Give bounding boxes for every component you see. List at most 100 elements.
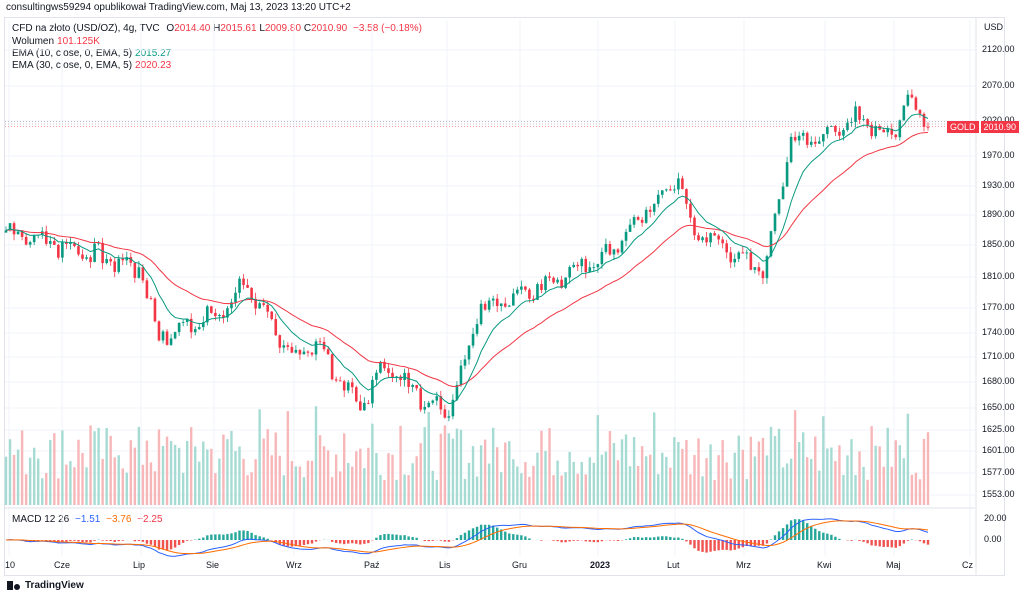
candle-body (61, 242, 64, 258)
candle-body (117, 258, 121, 272)
volume-bar (266, 429, 269, 505)
low-value: 2009.80 (264, 23, 302, 34)
macd-histogram-bar (709, 540, 712, 552)
macd-histogram-bar (479, 524, 483, 540)
header-text: consultingws59294 opublikował TradingVie… (6, 2, 351, 13)
volume-bar (769, 426, 773, 505)
macd-histogram-bar (898, 540, 902, 547)
macd-histogram-bar (677, 537, 680, 540)
candle-body (721, 239, 724, 244)
macd-histogram-bar (133, 540, 137, 542)
macd-histogram-bar (512, 534, 515, 540)
macd-histogram-bar (306, 540, 310, 545)
macd-tick-label: 20.00 (984, 513, 1007, 523)
candle-body (286, 345, 290, 347)
macd-histogram-bar (818, 531, 821, 540)
volume-bar (620, 439, 624, 505)
macd-histogram-bar (717, 540, 720, 551)
price-tick-label: 1710.00 (982, 351, 1015, 361)
volume-bar (773, 436, 777, 505)
volume-bar (226, 439, 229, 505)
price-tick-label: 1930.00 (982, 180, 1015, 190)
candle-body (431, 400, 435, 403)
candle-body (48, 241, 52, 244)
macd-histogram-bar (572, 540, 575, 541)
volume-bar (351, 466, 354, 505)
candle-body (596, 264, 600, 268)
macd-histogram-bar (210, 534, 213, 540)
volume-bar (20, 430, 24, 505)
ema10-line (5, 113, 929, 405)
macd-histogram-bar (834, 536, 837, 540)
candle-body (177, 322, 181, 333)
macd-histogram-bar (636, 537, 640, 540)
volume-bar (302, 477, 306, 505)
chart-frame[interactable] (4, 17, 1005, 576)
volume-bar (28, 457, 32, 505)
candle-body (906, 94, 910, 106)
candle-body (201, 322, 205, 328)
candle-body (169, 338, 173, 345)
candle-body (664, 189, 668, 191)
tradingview-logo[interactable]: TradingView (7, 580, 84, 591)
macd-histogram-bar (657, 536, 660, 540)
macd-histogram-bar (109, 540, 112, 542)
volume-bar (810, 458, 813, 505)
volume-bar (310, 460, 314, 505)
candle-body (81, 254, 84, 259)
macd-histogram-bar (495, 527, 499, 540)
volume-bar (797, 442, 801, 505)
volume-bar (862, 466, 865, 505)
price-tick-label: 1553.00 (982, 489, 1015, 499)
low-label: L (259, 23, 265, 34)
volume-bar (399, 425, 402, 505)
macd-histogram-bar (395, 534, 398, 540)
candle-body (830, 126, 833, 127)
volume-bar (165, 436, 169, 505)
volume-bar (77, 439, 80, 505)
macd-histogram-bar (789, 520, 793, 540)
legend-volume: Wolumen 101.125K (12, 36, 100, 47)
candle-body (28, 242, 32, 245)
volume-bar (57, 478, 60, 505)
macd-histogram-bar (93, 540, 96, 541)
macd-histogram-bar (234, 532, 237, 540)
macd-histogram-bar (781, 528, 785, 540)
volume-bar (483, 439, 487, 505)
volume-bar (516, 466, 519, 505)
candle-body (612, 249, 616, 255)
volume-bar (604, 451, 608, 505)
close-value: 2010.90 (311, 23, 348, 34)
candle-body (588, 267, 592, 273)
macd-histogram-bar (367, 540, 370, 544)
volume-bar (713, 479, 716, 505)
candle-body (516, 289, 519, 294)
candle-body (242, 278, 245, 285)
volume-bar (532, 465, 535, 505)
volume-bar (423, 427, 426, 505)
volume-bar (190, 427, 193, 505)
volume-value: 101.125K (57, 36, 100, 47)
volume-bar (330, 477, 334, 505)
volume-bar (16, 449, 20, 505)
candle-body (902, 105, 906, 121)
volume-bar (628, 466, 632, 505)
candle-body (435, 396, 439, 401)
volume-bar (665, 456, 668, 505)
volume-bar (185, 441, 189, 505)
candle-body (121, 258, 125, 261)
candle-body (342, 381, 346, 391)
candle-body (834, 126, 837, 132)
candle-body (214, 312, 217, 317)
volume-bar (129, 440, 133, 505)
volume-bar (657, 474, 660, 505)
candle-body (604, 244, 608, 252)
volume-bar (717, 455, 720, 505)
macd-histogram-bar (685, 540, 688, 542)
volume-bar (93, 431, 96, 505)
candle-body (495, 298, 499, 307)
volume-bar (548, 428, 551, 505)
candle-body (487, 300, 491, 310)
candle-body (894, 134, 898, 138)
